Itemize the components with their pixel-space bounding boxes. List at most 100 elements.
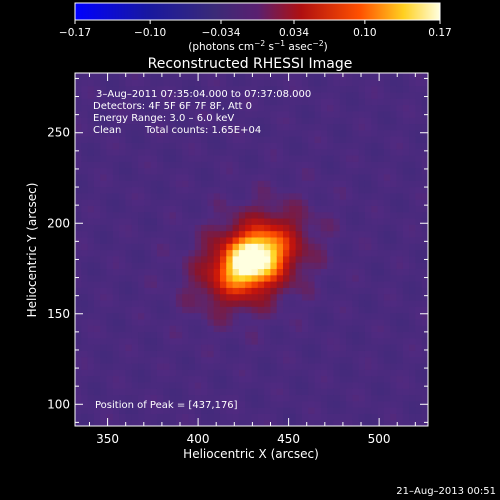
heatmap-cell [396, 281, 404, 288]
heatmap-cell [251, 400, 259, 408]
heatmap-cell [194, 217, 202, 225]
heatmap-cell [219, 91, 227, 99]
heatmap-cell [364, 413, 372, 421]
heatmap-cell [163, 344, 171, 351]
heatmap-cell [264, 85, 272, 93]
heatmap-cell [339, 337, 347, 345]
heatmap-cell [188, 255, 196, 263]
heatmap-cell [301, 98, 309, 106]
heatmap-cell [283, 73, 290, 80]
heatmap-cell [409, 299, 416, 307]
heatmap-cell [75, 293, 82, 301]
heatmap-cell [100, 287, 108, 295]
heatmap-cell [245, 85, 253, 93]
heatmap-cell [390, 394, 398, 402]
heatmap-cell [377, 419, 385, 426]
heatmap-cell [333, 161, 341, 169]
heatmap-cell [415, 400, 423, 408]
heatmap-cell [301, 154, 309, 162]
heatmap-cell [308, 318, 316, 326]
heatmap-cell [377, 362, 385, 370]
heatmap-cell [383, 161, 391, 169]
heatmap-cell [358, 161, 366, 169]
heatmap-cell [226, 192, 234, 200]
heatmap-cell [364, 91, 372, 99]
heatmap-cell [257, 173, 265, 181]
heatmap-cell [188, 79, 196, 87]
heatmap-cell [339, 400, 347, 408]
heatmap-cell [163, 293, 171, 301]
heatmap-cell [396, 249, 404, 257]
heatmap-cell [390, 255, 398, 263]
heatmap-cell [257, 243, 265, 251]
heatmap-cell [213, 312, 221, 320]
heatmap-cell [100, 356, 108, 364]
heatmap-cell [295, 199, 303, 206]
heatmap-cell [377, 337, 385, 345]
heatmap-cell [415, 362, 423, 370]
heatmap-cell [289, 356, 297, 364]
heatmap-cell [131, 161, 139, 169]
heatmap-cell [396, 85, 404, 93]
heatmap-cell [226, 173, 234, 181]
heatmap-cell [81, 173, 89, 181]
heatmap-cell [371, 104, 379, 112]
heatmap-cell [396, 91, 404, 99]
heatmap-cell [138, 136, 145, 143]
heatmap-cell [276, 154, 284, 162]
heatmap-cell [125, 331, 133, 339]
heatmap-cell [251, 243, 259, 251]
heatmap-cell [219, 243, 227, 251]
heatmap-cell [377, 299, 385, 307]
heatmap-cell [283, 325, 290, 333]
heatmap-cell [276, 110, 284, 118]
heatmap-cell [421, 344, 428, 351]
heatmap-cell [402, 117, 410, 125]
heatmap-cell [421, 268, 428, 276]
heatmap-cell [81, 199, 89, 206]
heatmap-cell [264, 362, 272, 370]
heatmap-cell [327, 419, 335, 426]
heatmap-cell [421, 73, 428, 80]
heatmap-cell [219, 167, 227, 175]
heatmap-cell [295, 255, 303, 263]
heatmap-cell [308, 407, 316, 414]
heatmap-cell [320, 299, 328, 307]
heatmap-cell [409, 173, 416, 181]
heatmap-cell [144, 344, 152, 351]
heatmap-cell [327, 148, 335, 156]
heatmap-cell [289, 287, 297, 295]
heatmap-cell [415, 419, 423, 426]
heatmap-cell [226, 161, 234, 169]
heatmap-cell [251, 98, 259, 106]
heatmap-cell [352, 167, 360, 175]
heatmap-cell [238, 167, 246, 175]
heatmap-cell [339, 205, 347, 213]
heatmap-cell [283, 299, 290, 307]
heatmap-cell [333, 419, 341, 426]
heatmap-cell [270, 236, 278, 244]
heatmap-cell [364, 274, 372, 282]
heatmap-cell [156, 98, 164, 106]
heatmap-cell [75, 362, 82, 370]
heatmap-cell [245, 356, 253, 364]
heatmap-cell [270, 173, 278, 181]
heatmap-cell [245, 306, 253, 314]
heatmap-cell [232, 79, 240, 87]
heatmap-cell [415, 186, 423, 194]
heatmap-cell [364, 85, 372, 93]
heatmap-cell [156, 268, 164, 276]
heatmap-cell [131, 375, 139, 383]
heatmap-cell [87, 173, 95, 181]
heatmap-cell [301, 394, 309, 402]
heatmap-cell [87, 186, 95, 194]
heatmap-cell [138, 180, 145, 188]
heatmap-cell [93, 154, 101, 162]
heatmap-cell [156, 110, 164, 118]
heatmap-cell [402, 230, 410, 238]
heatmap-cell [163, 110, 171, 118]
heatmap-cell [264, 381, 272, 389]
heatmap-cell [402, 281, 410, 288]
heatmap-cell [119, 110, 127, 118]
heatmap-cell [371, 274, 379, 282]
